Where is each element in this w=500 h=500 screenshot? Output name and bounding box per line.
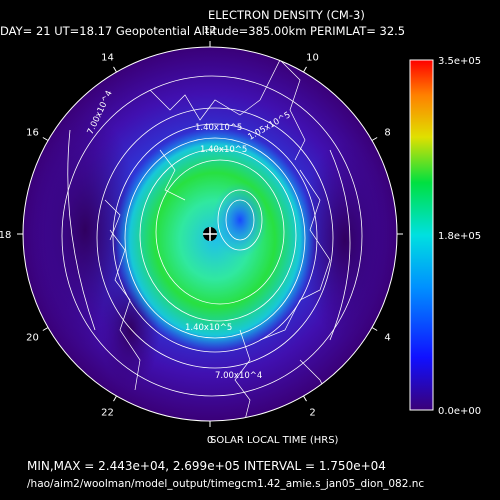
local-time-tick <box>371 137 378 141</box>
local-time-tick <box>42 327 49 331</box>
local-time-tick-label: 22 <box>101 408 114 419</box>
local-time-tick-label: 16 <box>26 128 39 139</box>
contour-label: 1.40x10^5 <box>200 145 247 155</box>
local-time-tick <box>113 66 117 73</box>
local-time-tick-label: 14 <box>101 52 114 63</box>
contour-label: 7.00x10^4 <box>215 371 262 381</box>
contour-label: 1.40x10^5 <box>185 323 232 333</box>
local-time-tick-label: 18 <box>0 230 11 241</box>
colorbar-tick-label: 0.0e+00 <box>438 406 481 417</box>
file-path: /hao/aim2/woolman/model_output/timegcm1.… <box>27 478 425 490</box>
chart-title: ELECTRON DENSITY (CM-3) <box>208 8 365 22</box>
local-time-tick <box>42 137 49 141</box>
local-time-tick-label: 12 <box>204 25 217 36</box>
pole-marker <box>203 227 217 241</box>
local-time-tick-label: 8 <box>384 128 390 139</box>
local-time-tick <box>303 66 307 73</box>
contour-label: 1.40x10^5 <box>195 123 242 133</box>
local-time-tick-label: 2 <box>309 408 315 419</box>
local-time-tick-label: 10 <box>306 52 319 63</box>
contour-lines <box>61 75 363 397</box>
chart-subtitle: DAY= 21 UT=18.17 Geopotential Altitude=3… <box>0 24 406 38</box>
minmax-readout: MIN,MAX = 2.443e+04, 2.699e+05 INTERVAL … <box>27 459 386 473</box>
local-time-tick <box>371 327 378 331</box>
colorbar-tick-label: 3.5e+05 <box>438 56 481 67</box>
local-time-tick <box>113 395 117 402</box>
colorbar <box>409 59 434 411</box>
local-time-tick-label: 0 <box>207 435 213 446</box>
local-time-tick-label: 4 <box>384 333 390 344</box>
local-time-tick-labels: 1210864202220181614 <box>0 25 418 446</box>
colorbar-tick-label: 1.8e+05 <box>438 231 481 242</box>
local-time-tick <box>303 395 307 402</box>
local-time-tick-label: 20 <box>26 333 39 344</box>
local-time-ticks <box>17 41 403 427</box>
x-axis-label: SOLAR LOCAL TIME (HRS) <box>210 435 339 446</box>
